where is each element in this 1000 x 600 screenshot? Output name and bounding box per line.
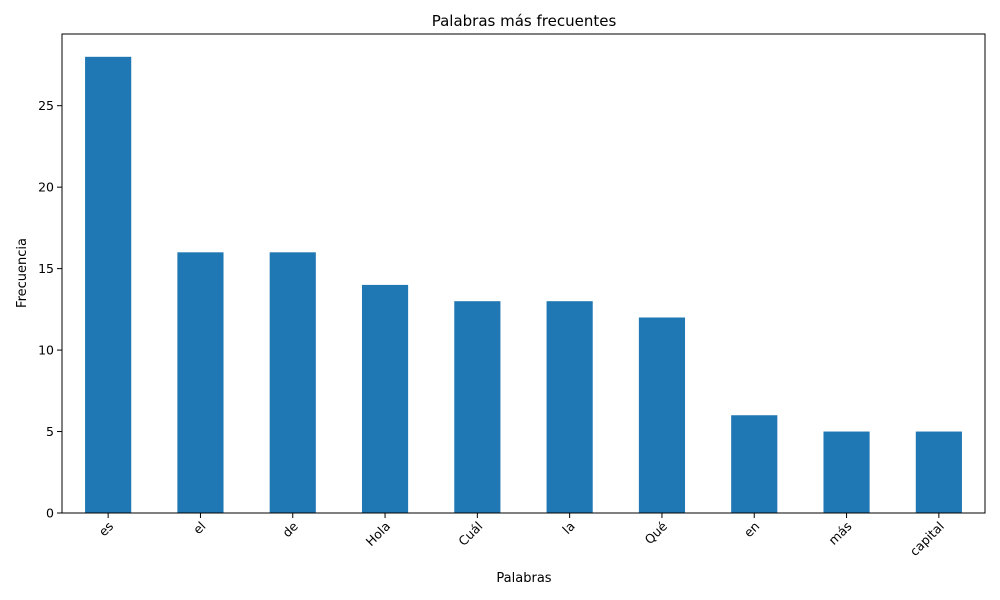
bar-Qué [638,317,686,513]
bar-el [177,252,224,513]
y-tick-label: 5 [46,424,54,439]
plot-frame [61,33,986,514]
y-axis: 0 5 10 15 20 25 [38,98,62,521]
x-tick-label: Cuál [455,519,485,549]
bar-Hola [361,284,409,513]
bar-la [546,301,593,513]
y-tick-label: 10 [38,343,54,358]
x-tick-label: Hola [363,519,394,550]
bar-de [269,252,316,513]
bar-capital [915,431,962,513]
y-tick-label: 0 [46,506,54,521]
bar-es [85,56,132,514]
bars-group [85,56,962,514]
x-tick-label: en [741,519,763,541]
y-tick-label: 15 [38,261,54,276]
x-tick-label: es [96,519,117,540]
bar-más [823,431,870,513]
x-tick-label: el [190,519,209,538]
chart-title: Palabras más frecuentes [432,12,617,30]
x-tick-label: más [825,519,854,548]
x-tick-label: Qué [641,518,670,547]
y-tick-label: 25 [38,98,54,113]
y-axis-label: Frecuencia [15,238,30,308]
x-axis: es el de Hola Cuál la Qué en más capital [96,513,947,559]
x-tick-label: la [559,519,577,537]
x-axis-label: Palabras [496,571,551,586]
bar-Cuál [454,301,501,513]
bar-en [731,415,778,513]
y-tick-label: 20 [38,180,54,195]
x-tick-label: capital [907,519,947,559]
x-tick-label: de [279,518,301,540]
